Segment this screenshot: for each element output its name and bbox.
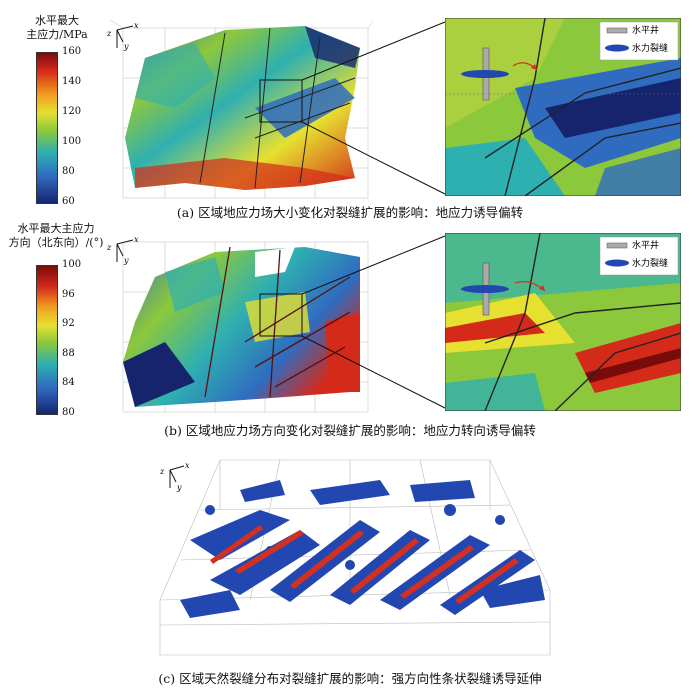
legend-b-tick: 84: [62, 377, 75, 388]
key-a-well: 水平井: [632, 24, 659, 36]
legend-b-colorbar: [36, 265, 58, 415]
key-a-fracture: 水力裂缝: [632, 42, 668, 54]
key-b-fracture: 水力裂缝: [632, 257, 668, 269]
legend-b-tick: 88: [62, 348, 75, 359]
caption-c: (c) 区域天然裂缝分布对裂缝扩展的影响：强方向性条状裂缝诱导延伸: [158, 671, 542, 686]
key-b-well: 水平井: [632, 239, 659, 251]
legend-a-title-line1: 水平最大: [35, 14, 79, 27]
zoom-panel-b: 水平井 水力裂缝: [445, 233, 681, 411]
axis-a-y: y: [123, 42, 129, 51]
zoom-connectors-b: [301, 235, 446, 409]
legend-a-title: 水平最大 主应力/MPa: [22, 14, 92, 42]
axis-b-y: y: [123, 256, 129, 265]
axis-a-z: z: [106, 29, 112, 38]
stress-magnitude-3d-map: x z y: [106, 19, 374, 199]
legend-b-tick: 100: [62, 259, 82, 270]
caption-b: (b) 区域地应力场方向变化对裂缝扩展的影响：地应力转向诱导偏转: [164, 423, 536, 438]
legend-a-tick: 80: [62, 166, 75, 177]
legend-a-tick: 160: [62, 46, 82, 57]
legend-a-tick: 120: [62, 106, 82, 117]
zoom-panel-a: 水平井 水力裂缝: [445, 18, 681, 196]
legend-b-tick: 80: [62, 407, 75, 418]
stress-direction-3d-map: x z y: [106, 235, 369, 413]
axis-c-z: z: [159, 467, 165, 476]
legend-b-tick: 92: [62, 318, 75, 329]
axis-a-x: x: [134, 21, 139, 30]
axis-c-y: y: [176, 483, 182, 492]
legend-a-colorbar: [36, 52, 58, 204]
legend-b-title-line2: 方向（北东向）/(°): [8, 236, 104, 249]
axis-b-z: z: [106, 243, 112, 252]
legend-b-tick: 96: [62, 289, 75, 300]
zoom-connectors-a: [301, 21, 446, 195]
axis-b-x: x: [134, 235, 139, 244]
legend-a-tick: 100: [62, 136, 82, 147]
legend-a-tick: 60: [62, 196, 75, 207]
legend-a-title-line2: 主应力/MPa: [26, 28, 88, 41]
natural-fracture-3d-map: x z y: [159, 459, 551, 656]
legend-a-tick: 140: [62, 76, 82, 87]
legend-b-title-line1: 水平最大主应力: [17, 222, 95, 235]
caption-a: (a) 区域地应力场大小变化对裂缝扩展的影响：地应力诱导偏转: [176, 205, 524, 220]
legend-b-title: 水平最大主应力 方向（北东向）/(°): [4, 222, 108, 250]
axis-c-x: x: [185, 461, 190, 470]
